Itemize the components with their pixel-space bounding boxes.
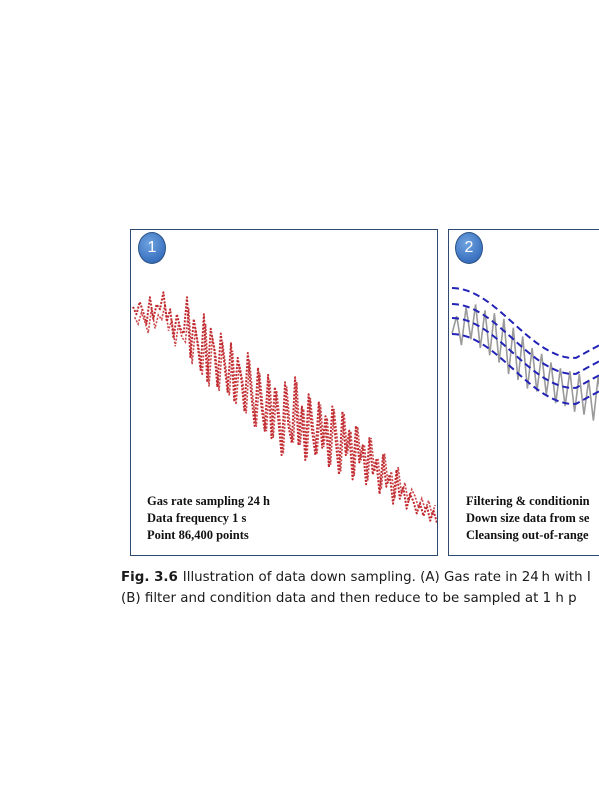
raw-gas-rate-plot (132, 291, 437, 524)
panel-1-number-badge: 1 (138, 232, 166, 264)
caption-text-1: Illustration of data down sampling. (A) … (182, 570, 591, 585)
filtered-gas-rate-plot (451, 287, 599, 421)
raw-signal-series (132, 291, 437, 524)
panel-1-raw-gas-rate: 1 Gas rate sampling 24 h Data frequency … (130, 229, 438, 556)
figure-caption: Fig. 3.6 Illustration of data down sampli… (121, 567, 599, 609)
panel-2-line-3: Cleansing out-of-range (466, 528, 589, 542)
panel-2-number-badge: 2 (455, 232, 483, 264)
panel-2-filtered-gas-rate: 2 Filtering & conditionin Down size data… (448, 229, 599, 556)
raw-signal-trace (133, 303, 437, 517)
panel-2-annotation: Filtering & conditionin Down size data f… (466, 493, 590, 544)
panel-1-annotation: Gas rate sampling 24 h Data frequency 1 … (147, 493, 270, 544)
panel-1-line-1: Gas rate sampling 24 h (147, 494, 270, 508)
envelope-band-2 (451, 303, 599, 375)
panel-2-line-1: Filtering & conditionin (466, 494, 590, 508)
panel-1-line-3: Point 86,400 points (147, 528, 249, 542)
caption-line-1: Fig. 3.6 Illustration of data down sampli… (121, 567, 599, 588)
figure-label: Fig. 3.6 (121, 570, 178, 585)
caption-line-2: (B) filter and condition data and then r… (121, 591, 577, 606)
panel-1-line-2: Data frequency 1 s (147, 511, 247, 525)
filtered-signal-series (451, 304, 599, 421)
envelope-band-4 (451, 333, 599, 405)
envelope-band-1 (451, 287, 599, 359)
panel-2-line-2: Down size data from se (466, 511, 590, 525)
envelope-band-3 (451, 317, 599, 389)
